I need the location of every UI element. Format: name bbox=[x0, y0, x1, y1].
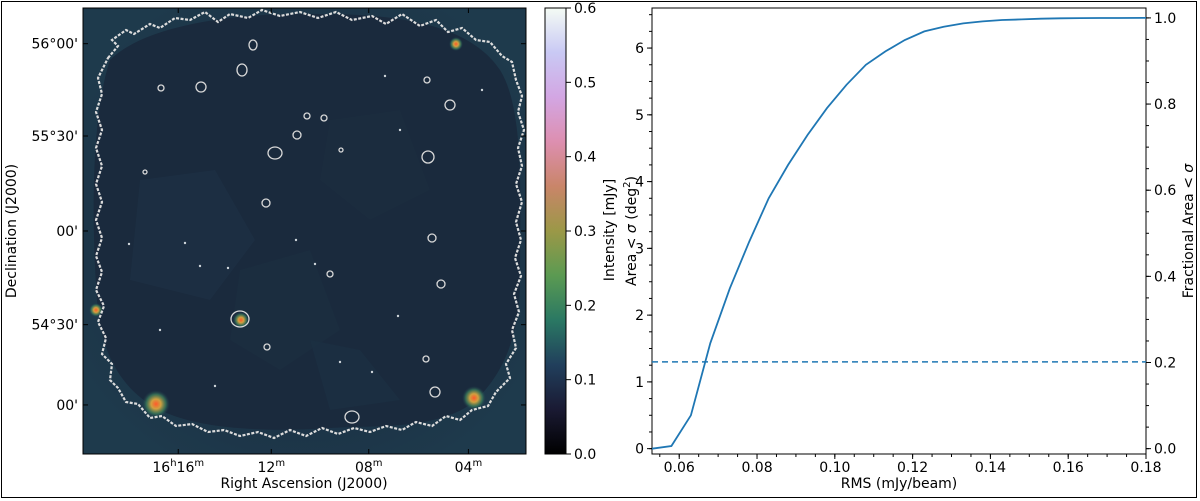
map-y-tick-label: 56°00' bbox=[32, 37, 78, 53]
source-contour bbox=[421, 150, 435, 164]
source-contour bbox=[263, 343, 271, 351]
edge-contour bbox=[94, 8, 526, 440]
plot-x-tick-label: 0.14 bbox=[975, 460, 1006, 476]
colorbar-tick-label: 0.2 bbox=[574, 298, 596, 314]
plot-y-axis-label: Area < σ (deg2) bbox=[622, 176, 640, 286]
plot-y2-tick-label: 0.6 bbox=[1154, 183, 1176, 199]
source-contour bbox=[422, 355, 430, 363]
pointing-tile bbox=[130, 170, 255, 300]
colorbar: 0.0 0.1 0.2 0.3 0.4 0.5 0.6 bbox=[544, 1, 596, 463]
plot-y2-tick-label: 0.4 bbox=[1154, 269, 1176, 285]
colorbar-label: Intensity [mJy] bbox=[602, 179, 618, 281]
source-contour bbox=[142, 169, 148, 175]
colorbar-tick-label: 0.3 bbox=[574, 224, 596, 240]
colorbar-tick-label: 0.6 bbox=[574, 1, 596, 17]
plot-ticks: 0.06 0.08 0.10 0.12 0.14 0.16 0.18 0 1 2 3 4 5 6 0.0 0.… bbox=[635, 11, 1176, 476]
colorbar-tick-label: 0.0 bbox=[574, 447, 596, 463]
map-x-tick-label: 04m bbox=[455, 458, 483, 476]
plot-x-tick-label: 0.06 bbox=[664, 460, 695, 476]
source-contour bbox=[427, 233, 437, 243]
plot-y-tick-label: 3 bbox=[635, 241, 644, 257]
plot-y-tick-label: 5 bbox=[635, 108, 644, 124]
plot-y-tick-label: 6 bbox=[635, 41, 644, 57]
plot-y2-tick-label: 0.2 bbox=[1154, 356, 1176, 372]
source-contour bbox=[292, 130, 302, 140]
map-x-tick-label: 12m bbox=[257, 458, 285, 476]
map-y-tick-label: 54°30' bbox=[32, 318, 78, 334]
source-contour bbox=[230, 310, 250, 328]
source-contour bbox=[344, 410, 360, 424]
pointing-tile bbox=[320, 110, 430, 220]
plot-x-tick-label: 0.08 bbox=[741, 460, 772, 476]
plot-y2-tick-label: 0.8 bbox=[1154, 97, 1176, 113]
map-ticks bbox=[83, 8, 526, 454]
source-contour bbox=[423, 76, 431, 84]
map-x-axis-label: Right Ascension (J2000) bbox=[220, 476, 387, 492]
source-contour bbox=[236, 63, 248, 77]
source-contour bbox=[267, 146, 283, 160]
bright-source bbox=[142, 390, 170, 418]
faint-sources bbox=[127, 74, 484, 388]
colorbar-tick-label: 0.5 bbox=[574, 75, 596, 91]
source-contour bbox=[320, 114, 328, 122]
source-contour bbox=[444, 99, 456, 111]
bright-source bbox=[462, 386, 486, 410]
pointing-tile bbox=[310, 340, 400, 410]
map-y-axis-label: Declination (J2000) bbox=[4, 164, 20, 298]
source-contour bbox=[436, 279, 446, 289]
plot-x-tick-label: 0.10 bbox=[819, 460, 850, 476]
source-contour bbox=[248, 39, 258, 51]
map-x-tick-label: 16h16m bbox=[152, 458, 204, 476]
plot-x-axis-label: RMS (mJy/beam) bbox=[841, 476, 958, 492]
bright-source bbox=[89, 303, 103, 317]
source-contour bbox=[326, 270, 334, 278]
map-x-tick-label: 08m bbox=[355, 458, 383, 476]
plot-y2-axis-label: Fractional Area < σ bbox=[1181, 163, 1197, 299]
colorbar-gradient bbox=[544, 7, 567, 455]
plot-x-tick-label: 0.12 bbox=[897, 460, 928, 476]
source-contour bbox=[338, 147, 344, 153]
colorbar-tick-label: 0.1 bbox=[574, 373, 596, 389]
bright-source bbox=[233, 312, 249, 328]
plot-y2-tick-label: 1.0 bbox=[1154, 11, 1176, 27]
plot-y-tick-label: 2 bbox=[635, 308, 644, 324]
plot-y-tick-label: 1 bbox=[635, 375, 644, 391]
plot-x-tick-label: 0.18 bbox=[1130, 460, 1161, 476]
source-contour bbox=[303, 112, 311, 120]
map-tick-labels: 16h16m 12m 08m 04m 56°00' 55°30' 00' 54°30' 00' bbox=[32, 37, 483, 476]
source-contour bbox=[157, 84, 165, 92]
pointing-tile bbox=[230, 250, 340, 370]
plot-y-tick-label: 4 bbox=[635, 175, 644, 191]
sky-map bbox=[82, 7, 527, 455]
map-y-tick-label: 55°30' bbox=[32, 129, 78, 145]
map-y-tick-label: 00' bbox=[56, 224, 78, 240]
colorbar-ticks: 0.0 0.1 0.2 0.3 0.4 0.5 0.6 bbox=[566, 1, 596, 463]
map-y-tick-label: 00' bbox=[56, 398, 78, 414]
source-contour bbox=[195, 81, 207, 93]
area-curve bbox=[652, 17, 1146, 450]
plot-x-tick-label: 0.16 bbox=[1053, 460, 1084, 476]
source-contour bbox=[429, 386, 441, 398]
colorbar-tick-label: 0.4 bbox=[574, 150, 596, 166]
survey-region bbox=[93, 13, 521, 430]
area-plot: 0.06 0.08 0.10 0.12 0.14 0.16 0.18 0 1 2 3 4 5 6 0.0 0.… bbox=[635, 7, 1176, 476]
plot-y-tick-label: 0 bbox=[635, 442, 644, 458]
bright-source bbox=[449, 37, 463, 51]
plot-y2-tick-label: 0.0 bbox=[1154, 442, 1176, 458]
source-contour bbox=[261, 198, 271, 208]
plot-axes-frame bbox=[651, 7, 1147, 455]
